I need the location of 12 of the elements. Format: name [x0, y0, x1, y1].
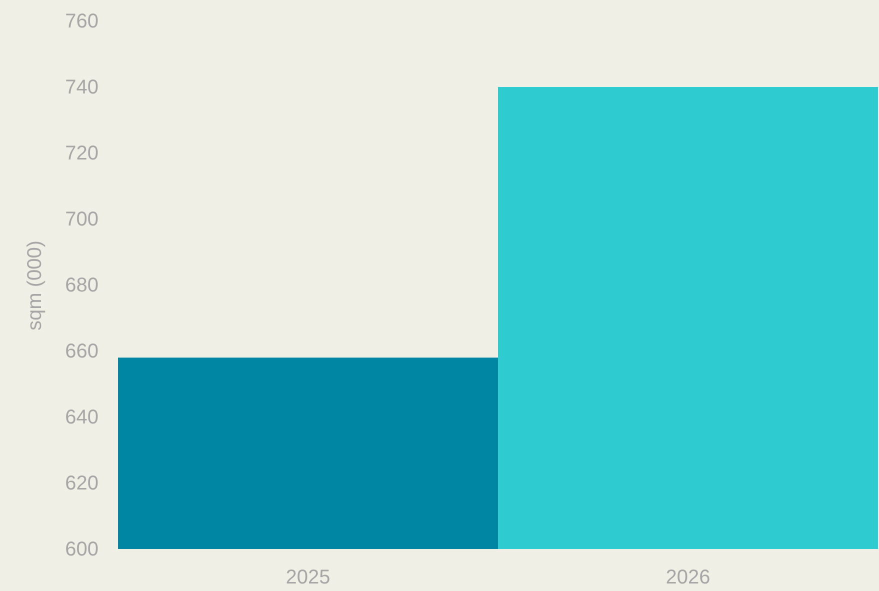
x-tick-label: 2025 [286, 566, 330, 588]
y-tick-label: 740 [65, 76, 98, 98]
y-tick-label: 720 [65, 142, 98, 164]
y-axis-title: sqm (000) [24, 240, 46, 331]
x-tick-label: 2026 [666, 566, 710, 588]
y-tick-label: 620 [65, 472, 98, 494]
y-tick-label: 700 [65, 208, 98, 230]
y-tick-label: 640 [65, 406, 98, 428]
y-tick-label: 680 [65, 274, 98, 296]
y-tick-label: 760 [65, 10, 98, 32]
y-tick-label: 600 [65, 538, 98, 560]
y-tick-label: 660 [65, 340, 98, 362]
